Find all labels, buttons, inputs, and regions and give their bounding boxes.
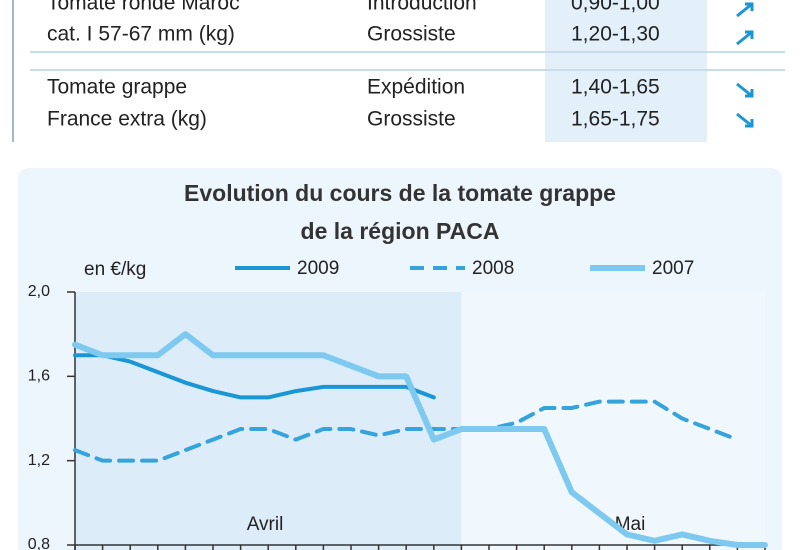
legend-label: 2009 — [297, 258, 339, 279]
series-line — [72, 331, 768, 548]
table-cell: Tomate grappe — [47, 76, 187, 99]
table-cell: cat. I 57-67 mm (kg) — [47, 23, 235, 46]
series-line — [73, 399, 740, 463]
table-cell: Expédition — [367, 76, 465, 99]
y-tick-label: 1,6 — [28, 368, 50, 385]
arrow-down — [736, 112, 754, 128]
table-cell: 1,40-1,65 — [571, 76, 660, 99]
table-cell: Introduction — [367, 0, 477, 15]
legend-label: 2008 — [472, 258, 514, 279]
table-cell: Grossiste — [367, 23, 456, 46]
trend-arrows — [736, 2, 754, 128]
chart-title: de la région PACA — [301, 218, 500, 244]
arrow-down — [736, 82, 754, 98]
y-tick-label: 2,0 — [28, 283, 50, 300]
arrow-up — [736, 30, 754, 46]
month-band — [75, 292, 462, 550]
legend-label: 2007 — [652, 258, 694, 279]
y-tick-label: 1,2 — [28, 452, 50, 469]
chart-title: Evolution du cours de la tomate grappe — [184, 180, 616, 206]
table-cell: 0,90-1,00 — [571, 0, 660, 15]
table-cell: Tomate ronde Maroc — [47, 0, 240, 15]
series-line — [73, 353, 436, 400]
table-cell: France extra (kg) — [47, 108, 207, 131]
table-cell: Grossiste — [367, 108, 456, 131]
table-cell: 1,65-1,75 — [571, 108, 660, 131]
arrow-up — [736, 2, 754, 18]
table-cell: 1,20-1,30 — [571, 23, 660, 46]
month-label: Avril — [247, 514, 284, 535]
y-axis-label: en €/kg — [84, 259, 146, 280]
y-tick-label: 0,8 — [28, 536, 50, 550]
